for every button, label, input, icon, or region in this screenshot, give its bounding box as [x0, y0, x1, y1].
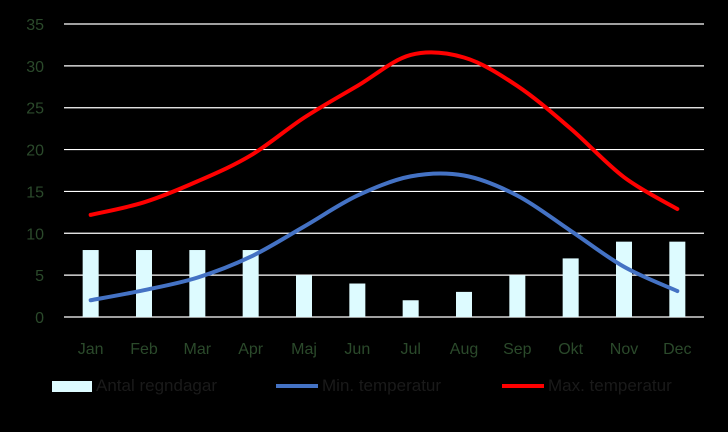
- bar: [402, 300, 419, 317]
- x-tick-label: Sep: [503, 341, 532, 358]
- legend-item-min-temperatur: Min. temperatur: [276, 374, 441, 398]
- y-tick-label: 15: [26, 184, 44, 201]
- x-axis-ticks: Jan Feb Mar Apr Maj Jun Jul Aug Sep Okt Nov Dec: [78, 341, 692, 358]
- bar: [296, 275, 312, 317]
- bar: [616, 241, 632, 317]
- legend-swatch-min-line: [276, 384, 318, 388]
- line-max-temperatur: [88, 50, 680, 217]
- bar: [82, 250, 99, 317]
- x-tick-label: Jan: [78, 341, 104, 358]
- y-tick-label: 10: [26, 226, 44, 243]
- y-tick-label: 5: [35, 268, 44, 285]
- x-tick-label: Aug: [450, 341, 478, 358]
- legend-swatch-bar: [52, 380, 92, 392]
- bar: [669, 241, 686, 317]
- y-tick-label: 0: [35, 310, 44, 327]
- bar: [562, 258, 579, 317]
- x-tick-label: Okt: [558, 341, 583, 358]
- y-tick-label: 35: [26, 17, 44, 34]
- line-min-temperatur: [88, 171, 680, 303]
- legend-swatch-max-line: [502, 384, 544, 388]
- legend-label-antal-regndagar: Antal regndagar: [96, 376, 217, 395]
- bar: [456, 291, 472, 317]
- bar-series-antal-regndagar: [82, 241, 686, 317]
- legend-item-max-temperatur: Max. temperatur: [502, 374, 672, 398]
- x-tick-label: Feb: [130, 341, 158, 358]
- bar: [189, 250, 206, 317]
- y-tick-label: 20: [26, 143, 44, 160]
- bar: [509, 275, 526, 317]
- x-tick-label: Nov: [610, 341, 638, 358]
- y-tick-label: 25: [26, 101, 44, 118]
- legend-item-antal-regndagar: Antal regndagar: [52, 374, 217, 398]
- line-series: [88, 50, 680, 303]
- x-tick-label: Dec: [663, 341, 691, 358]
- x-tick-label: Mar: [184, 341, 212, 358]
- y-tick-label: 30: [26, 59, 44, 76]
- bar: [349, 283, 366, 317]
- bar: [136, 250, 152, 317]
- legend-label-max-temperatur: Max. temperatur: [548, 376, 672, 395]
- bar: [242, 250, 259, 317]
- legend-label-min-temperatur: Min. temperatur: [322, 376, 442, 395]
- x-tick-label: Apr: [238, 341, 264, 358]
- x-tick-label: Jun: [344, 341, 370, 358]
- x-tick-label: Maj: [291, 341, 317, 358]
- x-tick-label: Jul: [400, 341, 420, 358]
- y-axis-ticks: 0 5 10 15 20 25 30 35: [26, 17, 44, 327]
